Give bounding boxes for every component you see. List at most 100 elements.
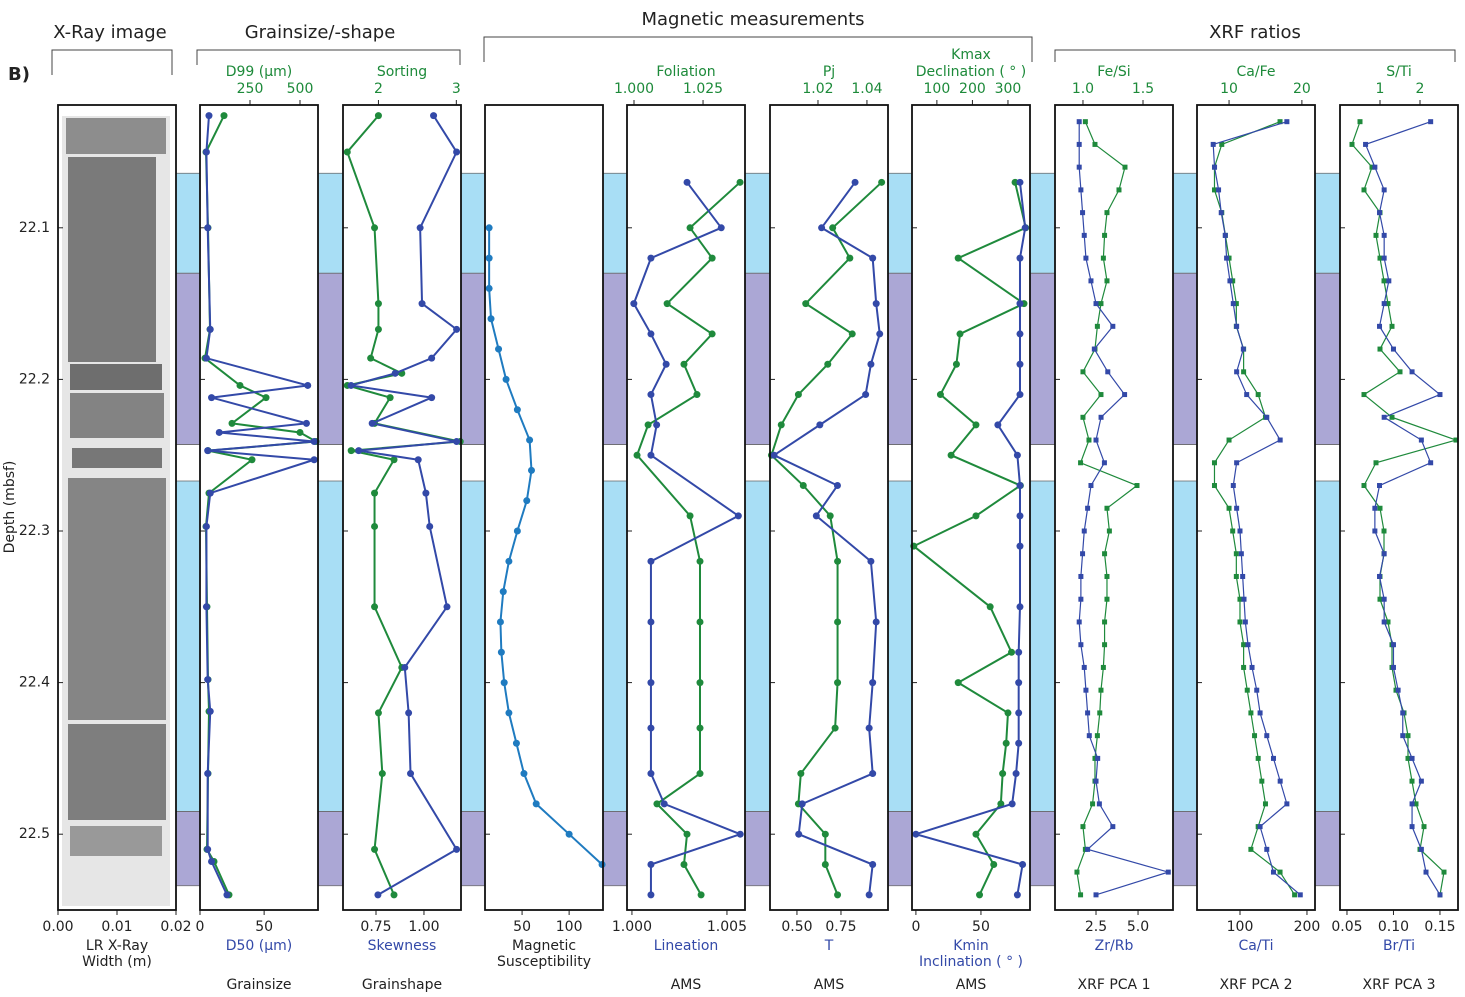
- depth-zone: [176, 273, 200, 445]
- data-point: [1095, 755, 1101, 761]
- data-point: [1222, 232, 1228, 238]
- data-point: [485, 254, 493, 262]
- depth-zone: [745, 273, 770, 445]
- depth-zone: [888, 173, 912, 274]
- data-point: [1381, 596, 1387, 602]
- data-point: [1234, 505, 1240, 511]
- data-point: [1015, 679, 1023, 687]
- axis-label: Inclination ( ° ): [919, 954, 1023, 970]
- depth-zone: [603, 811, 627, 886]
- data-point: [1074, 869, 1080, 875]
- data-point: [1224, 255, 1230, 261]
- data-point: [1377, 323, 1383, 329]
- data-point: [1397, 369, 1403, 375]
- data-point: [829, 224, 837, 232]
- data-point: [1012, 770, 1020, 778]
- data-point: [1372, 505, 1378, 511]
- panel-caption: Grainsize: [226, 977, 291, 993]
- data-point: [770, 451, 778, 459]
- data-point: [1405, 733, 1411, 739]
- x-tick-label: 0.02: [160, 919, 191, 935]
- data-point: [371, 845, 379, 853]
- data-point: [1413, 801, 1419, 807]
- data-point: [505, 557, 513, 565]
- x-tick-label: 0: [196, 919, 205, 935]
- data-point: [310, 456, 318, 464]
- x-tick-label: 200: [959, 81, 986, 97]
- data-point: [1238, 551, 1244, 557]
- data-point: [1081, 528, 1087, 534]
- data-point: [1093, 778, 1099, 784]
- data-point: [1292, 892, 1298, 898]
- series-line: [632, 181, 744, 895]
- data-point: [1216, 187, 1222, 193]
- data-point: [872, 618, 880, 626]
- data-point: [347, 381, 355, 389]
- x-tick-label: 50: [255, 919, 273, 935]
- data-point: [680, 861, 688, 869]
- data-point: [1297, 892, 1303, 898]
- data-point: [1016, 300, 1024, 308]
- data-point: [1372, 528, 1378, 534]
- data-point: [696, 618, 704, 626]
- series-line: [912, 182, 1027, 896]
- data-point: [513, 527, 521, 535]
- series-line: [346, 114, 461, 896]
- data-point: [500, 679, 508, 687]
- data-point: [1013, 451, 1021, 459]
- data-point: [1016, 178, 1024, 186]
- data-point: [1377, 483, 1383, 489]
- data-point: [1078, 596, 1084, 602]
- data-point: [1104, 573, 1110, 579]
- data-point: [1085, 505, 1091, 511]
- data-point: [502, 375, 510, 383]
- data-point: [453, 438, 461, 446]
- data-point: [1242, 619, 1248, 625]
- x-tick-label: 0.10: [1378, 919, 1409, 935]
- data-point: [1015, 739, 1023, 747]
- data-point: [799, 482, 807, 490]
- data-point: [1102, 619, 1108, 625]
- data-point: [1233, 301, 1239, 307]
- data-point: [206, 489, 214, 497]
- data-point: [374, 709, 382, 717]
- data-point: [1101, 460, 1107, 466]
- data-point: [422, 489, 430, 497]
- data-point: [986, 603, 994, 611]
- group-title: Magnetic measurements: [641, 9, 864, 30]
- depth-zone: [1030, 480, 1055, 812]
- data-point: [1237, 528, 1243, 534]
- data-point: [223, 891, 231, 899]
- data-point: [1245, 642, 1251, 648]
- data-point: [1165, 869, 1171, 875]
- axis-label: Lineation: [654, 938, 719, 954]
- data-point: [972, 421, 980, 429]
- data-point: [1083, 687, 1089, 693]
- data-point: [954, 254, 962, 262]
- data-point: [1091, 346, 1097, 352]
- data-point: [867, 557, 875, 565]
- xray-image: [62, 116, 170, 906]
- data-point: [865, 724, 873, 732]
- data-point: [1257, 824, 1263, 830]
- data-point: [869, 770, 877, 778]
- data-point: [1395, 687, 1401, 693]
- data-point: [686, 512, 694, 520]
- data-point: [834, 557, 842, 565]
- data-point: [304, 381, 312, 389]
- data-point: [520, 770, 528, 778]
- axis-label: Declination ( ° ): [916, 64, 1026, 80]
- data-point: [1230, 278, 1236, 284]
- data-point: [660, 800, 668, 808]
- data-point: [374, 300, 382, 308]
- data-point: [1361, 483, 1367, 489]
- data-point: [1277, 869, 1283, 875]
- depth-zone: [461, 173, 485, 274]
- data-point: [215, 428, 223, 436]
- axis-label: Width (m): [82, 954, 152, 970]
- data-point: [1102, 642, 1108, 648]
- data-point: [1211, 187, 1217, 193]
- data-point: [1219, 141, 1225, 147]
- data-point: [1409, 369, 1415, 375]
